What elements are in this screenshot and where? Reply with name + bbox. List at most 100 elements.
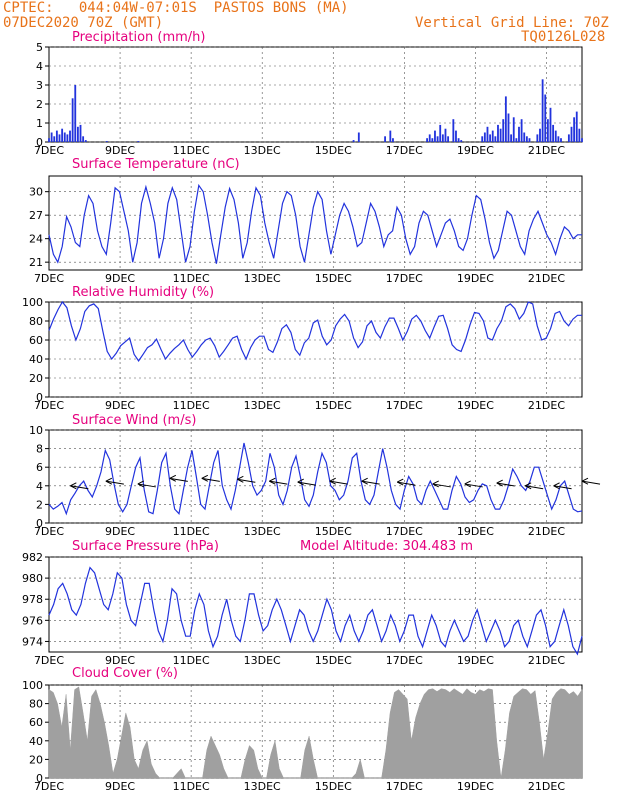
- precip-bar: [494, 136, 497, 142]
- precip-bar: [570, 126, 573, 142]
- cloud-xtick-label: 9DEC: [105, 780, 135, 793]
- precip-bar: [84, 140, 87, 142]
- header-grid-line: Vertical Grid Line: 70Z: [415, 15, 609, 31]
- pres-xtick-label: 13DEC: [244, 654, 281, 667]
- wind-arrow: [496, 479, 515, 487]
- precip-bar: [439, 124, 442, 142]
- cloud-xtick-label: 11DEC: [173, 780, 210, 793]
- precip-bar: [507, 113, 510, 142]
- wind-arrow: [269, 477, 288, 485]
- precip-bar: [497, 124, 499, 142]
- precip-bar: [567, 134, 570, 142]
- wind-arrow: [397, 478, 416, 486]
- pres-xtick-label: 7DEC: [34, 654, 64, 667]
- precip-title: Precipitation (mm/h): [72, 30, 205, 45]
- precip-bar: [69, 130, 71, 142]
- wind-arrow: [524, 482, 544, 490]
- wind-arrow: [297, 478, 316, 486]
- wind-title: Surface Wind (m/s): [72, 413, 196, 428]
- precip-bar: [384, 136, 386, 142]
- cloud-ytick-label: 80: [29, 698, 43, 711]
- cloud-xtick-label: 17DEC: [386, 780, 423, 793]
- precip-xtick-label: 17DEC: [386, 144, 423, 157]
- rh-ytick-label: 80: [29, 315, 43, 328]
- temp-xtick-label: 7DEC: [34, 272, 64, 285]
- wind-ytick-label: 8: [36, 443, 43, 456]
- precip-bar: [441, 134, 444, 142]
- precip-bar: [66, 134, 69, 142]
- precip-bar: [436, 136, 439, 142]
- precip-frame: [48, 46, 583, 143]
- precip-bar: [352, 140, 355, 142]
- rh-ytick-label: 0: [36, 391, 43, 404]
- cloud-area: [48, 686, 583, 779]
- precip-bar: [71, 98, 74, 142]
- precip-bar: [61, 128, 64, 142]
- precip-bar: [539, 128, 541, 142]
- pres-xtick-label: 17DEC: [386, 654, 423, 667]
- precip-bar: [460, 140, 463, 142]
- precip-bar: [486, 126, 489, 142]
- pres-ytick-label: 980: [22, 572, 43, 585]
- wind-panel: 7DEC 9DEC 11DEC 13DEC 15DEC 17DEC 19DEC 21DEC 0 2…: [29, 413, 601, 538]
- header-run-time: 07DEC2020 70Z (GMT): [3, 15, 164, 31]
- temp-line: [48, 183, 582, 264]
- rh-ytick-label: 40: [29, 353, 43, 366]
- pres-xtick-label: 9DEC: [105, 654, 135, 667]
- precip-xtick-label: 7DEC: [34, 144, 64, 157]
- precip-ytick-label: 4: [36, 60, 43, 73]
- temp-ytick-label: 30: [29, 186, 43, 199]
- precip-bar: [573, 117, 576, 142]
- wind-xtick-label: 7DEC: [34, 525, 64, 538]
- pres-xtick-label: 21DEC: [528, 654, 565, 667]
- pres-xtick-label: 11DEC: [173, 654, 210, 667]
- rh-ytick-label: 20: [29, 372, 43, 385]
- wind-ytick-label: 4: [36, 480, 43, 493]
- temp-frame: [48, 175, 583, 271]
- precip-bar: [82, 136, 85, 142]
- precip-bar: [515, 138, 518, 142]
- precip-bar: [58, 134, 61, 142]
- wind-ytick-label: 6: [36, 461, 43, 474]
- wind-arrow: [201, 474, 220, 482]
- precip-bar: [489, 134, 492, 142]
- temp-xtick-label: 15DEC: [315, 272, 352, 285]
- precip-ytick-label: 0: [36, 136, 43, 149]
- precip-bar: [48, 138, 50, 142]
- precip-bar: [510, 134, 513, 142]
- wind-ytick-label: 10: [29, 424, 43, 437]
- precip-bar: [504, 96, 507, 142]
- temp-panel: 7DEC 9DEC 11DEC 13DEC 15DEC 17DEC 19DEC 21DEC 21…: [29, 157, 583, 285]
- precip-bar: [557, 136, 560, 142]
- precip-ytick-label: 5: [36, 41, 43, 54]
- precip-bar: [74, 85, 77, 142]
- wind-arrow: [105, 477, 124, 485]
- precip-bar: [481, 136, 484, 142]
- precip-bar: [546, 119, 549, 142]
- precip-bar: [434, 130, 436, 142]
- precip-bar: [389, 130, 392, 142]
- wind-arrow: [581, 477, 601, 485]
- precip-xtick-label: 15DEC: [315, 144, 352, 157]
- temp-xtick-label: 11DEC: [173, 272, 210, 285]
- wind-arrow: [553, 482, 572, 490]
- rh-xtick-label: 7DEC: [34, 399, 64, 412]
- cloud-xtick-label: 19DEC: [457, 780, 494, 793]
- precip-bar: [392, 138, 394, 142]
- cloud-ytick-label: 20: [29, 753, 43, 766]
- precip-bar: [512, 117, 515, 142]
- precip-bar: [447, 136, 450, 142]
- cloud-title: Cloud Cover (%): [72, 666, 178, 681]
- precip-bar: [552, 124, 555, 142]
- wind-arrow: [464, 480, 483, 488]
- precip-bar: [581, 138, 583, 142]
- wind-xtick-label: 17DEC: [386, 525, 423, 538]
- cloud-ytick-label: 40: [29, 735, 43, 748]
- precip-bar: [455, 130, 457, 142]
- precip-bar: [431, 138, 434, 142]
- precip-xtick-label: 13DEC: [244, 144, 281, 157]
- rh-xtick-label: 11DEC: [173, 399, 210, 412]
- wind-xtick-label: 15DEC: [315, 525, 352, 538]
- rh-panel: 7DEC 9DEC 11DEC 13DEC 15DEC 17DEC 19DEC 21DEC 0 2…: [22, 285, 583, 412]
